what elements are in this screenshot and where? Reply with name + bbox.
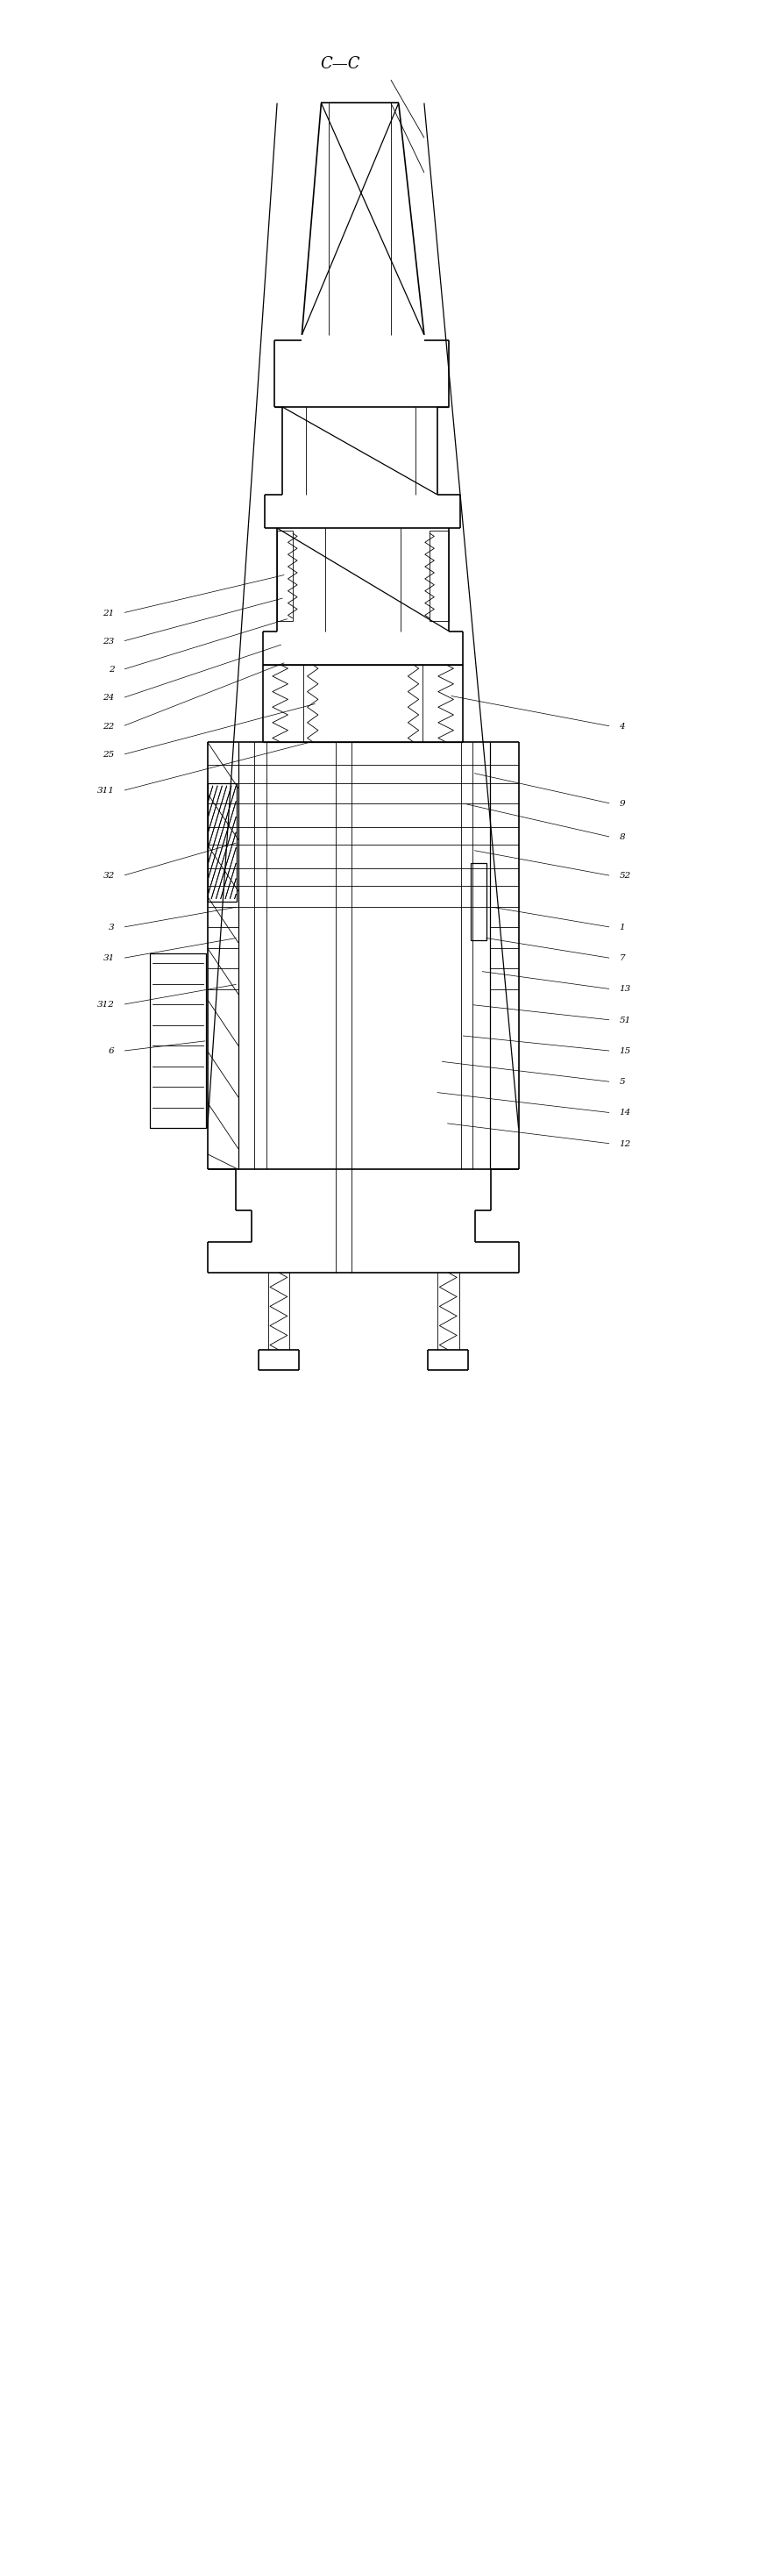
Text: 51: 51 bbox=[619, 1015, 631, 1025]
Text: 4: 4 bbox=[619, 721, 625, 732]
Text: 24: 24 bbox=[103, 693, 115, 703]
Bar bbox=[150, 953, 206, 1128]
Text: 21: 21 bbox=[103, 608, 115, 618]
Text: 3: 3 bbox=[108, 922, 115, 933]
Text: 25: 25 bbox=[103, 750, 115, 760]
Text: 23: 23 bbox=[103, 636, 115, 647]
Text: 8: 8 bbox=[619, 832, 625, 842]
Text: 14: 14 bbox=[619, 1108, 631, 1118]
Text: 12: 12 bbox=[619, 1139, 631, 1149]
Text: C—C: C—C bbox=[320, 57, 361, 72]
Bar bbox=[471, 863, 486, 940]
Bar bbox=[207, 783, 237, 902]
Text: 312: 312 bbox=[97, 999, 115, 1010]
Text: 22: 22 bbox=[103, 721, 115, 732]
Text: 31: 31 bbox=[103, 953, 115, 963]
Text: 5: 5 bbox=[619, 1077, 625, 1087]
Text: 15: 15 bbox=[619, 1046, 631, 1056]
Text: 32: 32 bbox=[103, 871, 115, 881]
Bar bbox=[430, 531, 449, 621]
Text: 7: 7 bbox=[619, 953, 625, 963]
Text: 1: 1 bbox=[619, 922, 625, 933]
Text: 13: 13 bbox=[619, 984, 631, 994]
Bar bbox=[277, 531, 293, 621]
Text: 9: 9 bbox=[619, 799, 625, 809]
Text: 6: 6 bbox=[108, 1046, 115, 1056]
Text: 2: 2 bbox=[108, 665, 115, 675]
Text: 311: 311 bbox=[97, 786, 115, 796]
Text: 52: 52 bbox=[619, 871, 631, 881]
